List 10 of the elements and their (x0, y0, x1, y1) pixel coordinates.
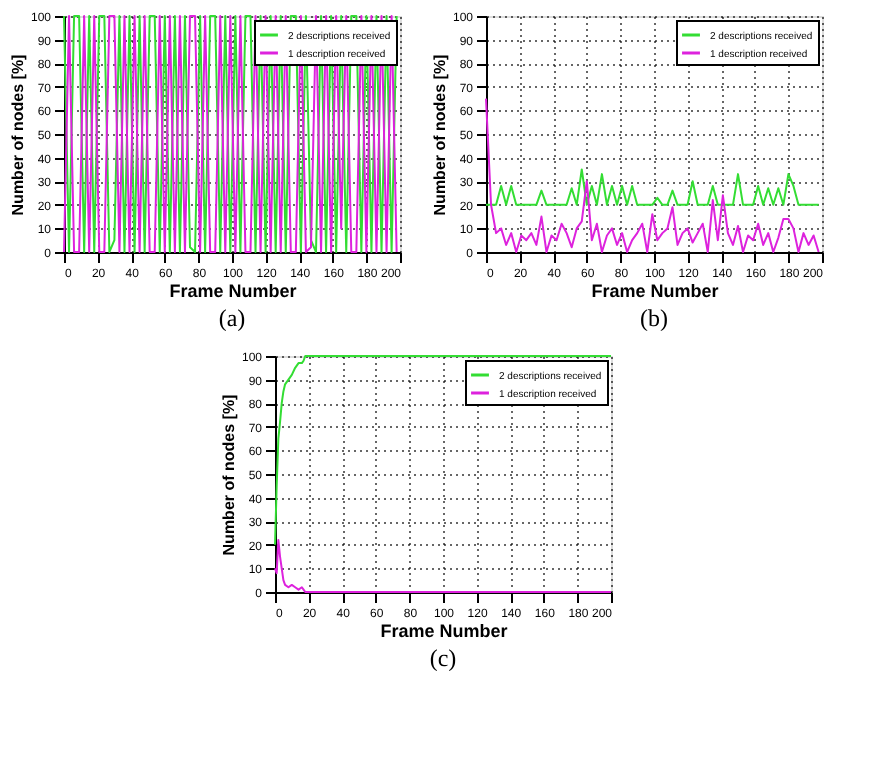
line-series (485, 168, 820, 206)
y-axis-title: Number of nodes [%] (219, 393, 238, 556)
y-axis-title: Number of nodes [%] (8, 53, 27, 216)
x-axis-title: Frame Number (591, 281, 720, 301)
text: (b) (640, 304, 668, 332)
text: (c) (429, 644, 457, 672)
y-axis-title: Number of nodes [%] (430, 53, 449, 216)
text: (a) (218, 304, 246, 332)
x-axis-title: Frame Number (169, 281, 298, 301)
x-axis-title: Frame Number (380, 621, 509, 641)
